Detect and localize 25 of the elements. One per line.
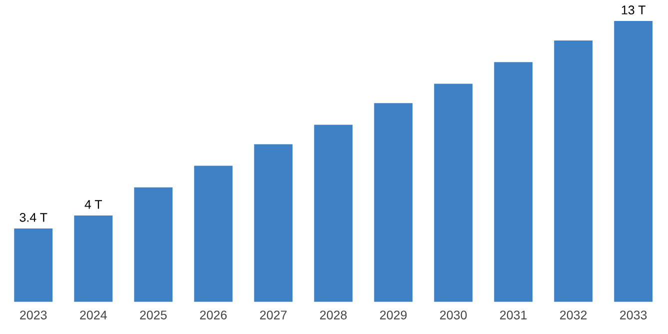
x-tick-label: 2027 [260,310,287,320]
bar [194,166,233,302]
data-label: 4 T [84,200,102,209]
bar [494,62,533,302]
bar [74,216,113,302]
bar [614,21,653,302]
data-label: 13 T [622,6,646,14]
x-tick-label: 2028 [320,310,347,320]
x-tick-label: 2023 [20,310,47,320]
x-tick-label: 2031 [500,310,527,320]
bar [434,84,473,302]
bar [14,228,53,302]
x-tick-label: 2032 [560,310,587,320]
data-label: 3.4 T [20,212,48,222]
bar [254,144,293,302]
x-tick-label: 2024 [80,310,107,320]
x-tick-label: 2029 [380,310,407,320]
x-tick-label: 2025 [140,310,167,320]
bar [554,40,593,302]
bar [314,124,353,302]
bar [134,187,173,302]
x-tick-label: 2033 [620,310,647,320]
x-tick-label: 2030 [440,310,467,320]
x-tick-label: 2026 [200,310,227,320]
bar [374,103,413,302]
